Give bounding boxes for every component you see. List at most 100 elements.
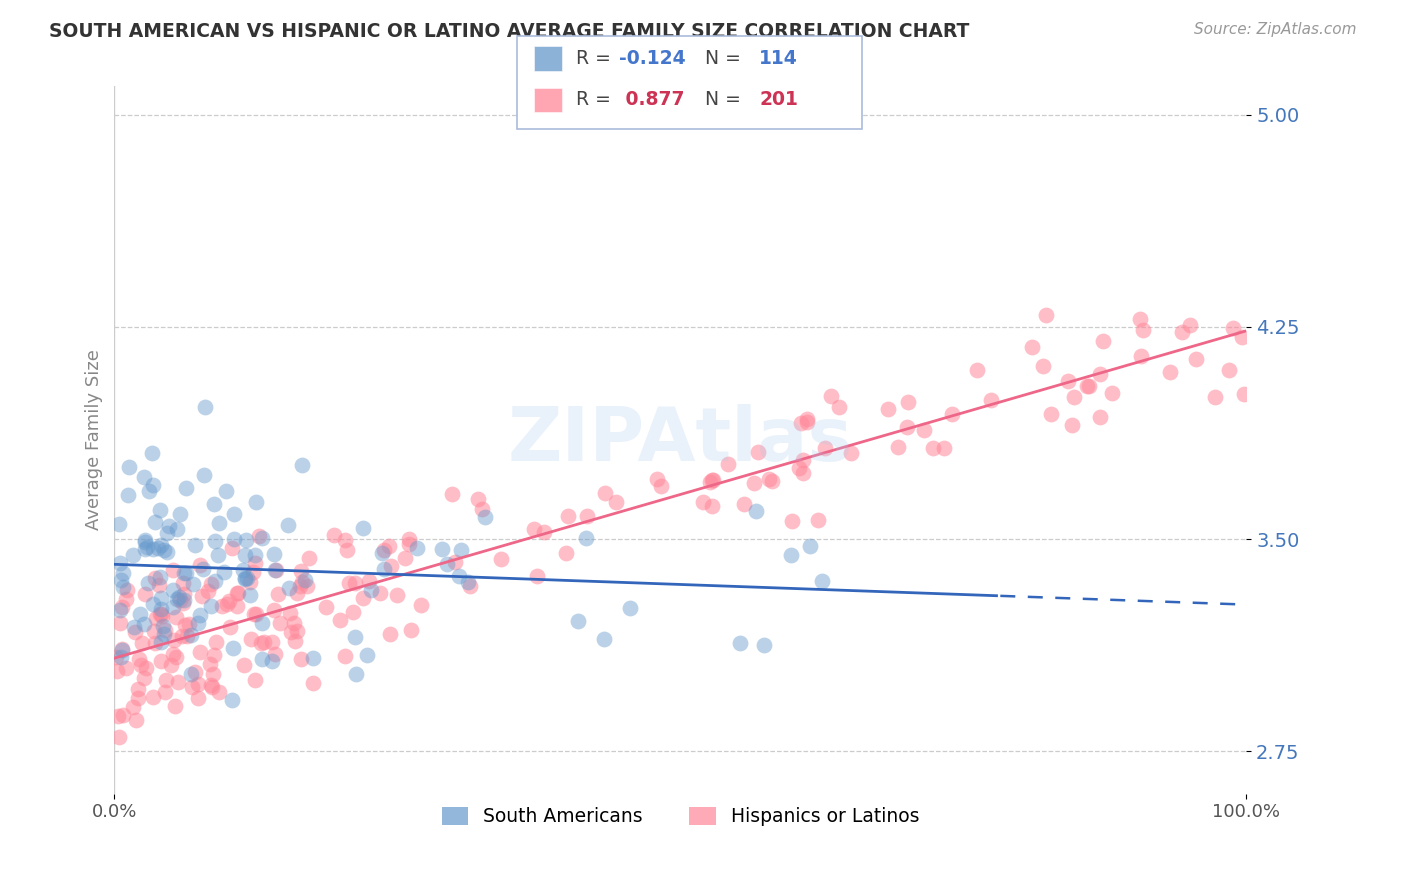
Point bbox=[153, 627, 176, 641]
Point bbox=[290, 579, 312, 593]
Point bbox=[215, 483, 238, 498]
Point bbox=[699, 475, 721, 489]
Point bbox=[792, 466, 814, 480]
Point bbox=[108, 517, 131, 532]
Point bbox=[1204, 390, 1226, 404]
Point bbox=[129, 658, 152, 673]
Point bbox=[799, 540, 821, 554]
Point bbox=[165, 650, 187, 665]
Point bbox=[789, 416, 811, 430]
Point bbox=[188, 608, 211, 623]
Point bbox=[742, 476, 765, 491]
Text: 201: 201 bbox=[759, 90, 799, 110]
Point bbox=[1032, 359, 1054, 373]
Point bbox=[226, 586, 249, 600]
Point bbox=[897, 395, 920, 409]
Point bbox=[127, 691, 149, 706]
Point bbox=[1057, 374, 1080, 388]
Point bbox=[215, 597, 238, 611]
Point bbox=[1129, 312, 1152, 326]
Point bbox=[201, 680, 224, 694]
Point bbox=[218, 594, 240, 608]
Point bbox=[523, 522, 546, 536]
Point bbox=[796, 415, 818, 429]
Point bbox=[302, 650, 325, 665]
Point bbox=[163, 632, 186, 647]
Point bbox=[173, 566, 195, 580]
Text: N =: N = bbox=[693, 49, 747, 69]
Point bbox=[471, 501, 494, 516]
Point bbox=[444, 555, 467, 569]
Point bbox=[149, 607, 172, 621]
Point bbox=[134, 534, 156, 549]
Point bbox=[122, 548, 145, 562]
Point bbox=[134, 470, 156, 484]
Point bbox=[243, 607, 266, 621]
Point bbox=[160, 658, 183, 673]
Point bbox=[474, 509, 496, 524]
Point bbox=[149, 538, 172, 552]
Point bbox=[728, 636, 751, 650]
Point bbox=[533, 524, 555, 539]
Point bbox=[174, 617, 197, 632]
Point bbox=[250, 616, 273, 631]
Point bbox=[121, 699, 143, 714]
Text: R =: R = bbox=[576, 90, 617, 110]
Point bbox=[458, 579, 481, 593]
Point bbox=[118, 459, 141, 474]
Point bbox=[181, 680, 204, 694]
Point bbox=[110, 650, 132, 665]
Point bbox=[243, 673, 266, 687]
Point bbox=[245, 495, 267, 509]
Point bbox=[221, 693, 243, 707]
Point bbox=[745, 504, 768, 518]
Point bbox=[125, 713, 148, 727]
Point bbox=[1088, 367, 1111, 381]
Point bbox=[153, 543, 176, 558]
Point bbox=[111, 642, 134, 657]
Point bbox=[1159, 365, 1181, 379]
Point bbox=[181, 577, 204, 591]
Point bbox=[204, 635, 226, 649]
Point bbox=[574, 531, 596, 545]
Point bbox=[807, 512, 830, 526]
Point bbox=[1218, 363, 1240, 377]
Point bbox=[239, 632, 262, 646]
Point bbox=[1077, 378, 1099, 392]
Point bbox=[201, 667, 224, 681]
Point bbox=[1040, 408, 1063, 422]
Point bbox=[235, 549, 257, 563]
Point bbox=[136, 575, 159, 590]
Point bbox=[380, 559, 402, 574]
Point bbox=[152, 619, 174, 633]
Point bbox=[218, 620, 240, 634]
Point bbox=[134, 541, 156, 556]
Point bbox=[876, 402, 898, 417]
Point bbox=[187, 690, 209, 705]
Point bbox=[295, 579, 318, 593]
Point bbox=[567, 614, 589, 628]
Point bbox=[886, 440, 908, 454]
Point bbox=[149, 570, 172, 584]
Point bbox=[758, 472, 780, 486]
Point bbox=[208, 685, 231, 699]
Point bbox=[398, 532, 420, 546]
Point bbox=[149, 602, 172, 616]
Point bbox=[440, 487, 463, 501]
Point bbox=[966, 363, 988, 377]
Point bbox=[142, 598, 165, 612]
Point bbox=[225, 599, 247, 614]
Point bbox=[193, 468, 215, 483]
Point bbox=[593, 632, 616, 646]
Point bbox=[406, 541, 429, 556]
Point bbox=[174, 566, 197, 581]
Point bbox=[134, 587, 156, 601]
Point bbox=[557, 508, 579, 523]
Point bbox=[222, 641, 245, 656]
Point bbox=[290, 565, 312, 579]
Point bbox=[134, 616, 156, 631]
Point bbox=[450, 542, 472, 557]
Point bbox=[117, 488, 139, 502]
Point bbox=[176, 629, 198, 643]
Point bbox=[143, 636, 166, 650]
